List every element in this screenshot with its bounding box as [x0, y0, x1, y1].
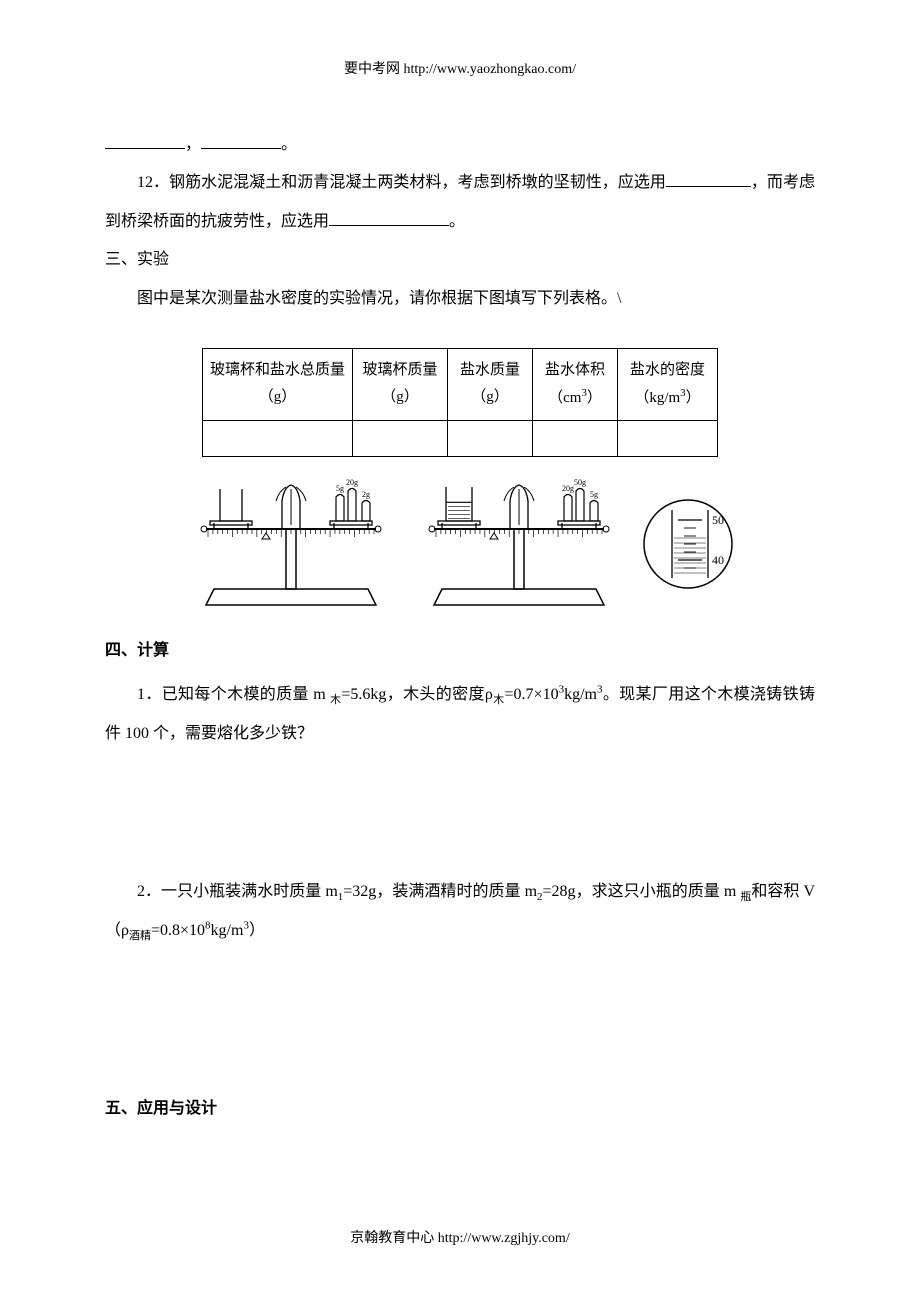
- table-data-cell: [533, 420, 618, 456]
- question-4-1: 1．已知每个木模的质量 m 木=5.6kg，木头的密度ρ木=0.7×103kg/…: [105, 676, 815, 753]
- table-header-cell: 盐水的密度（kg/m3）: [618, 348, 718, 420]
- section-3-body: 图中是某次测量盐水密度的实验情况，请你根据下图填写下列表格。\: [105, 280, 815, 318]
- svg-text:20g: 20g: [562, 484, 574, 493]
- table-data-cell: [448, 420, 533, 456]
- blank-field: [329, 208, 449, 226]
- table-header-cell: 玻璃杯和盐水总质量（g）: [203, 348, 353, 420]
- table-header-cell: 玻璃杯质量（g）: [353, 348, 448, 420]
- fill-blank-line: ，。: [105, 126, 815, 164]
- svg-text:40: 40: [712, 553, 724, 567]
- blank-field: [666, 169, 751, 187]
- svg-text:20g: 20g: [346, 478, 358, 487]
- balance-scale-right: 20g50g 5g: [414, 477, 624, 612]
- blank-field: [201, 131, 281, 149]
- svg-text:50: 50: [712, 513, 724, 527]
- svg-text:5g: 5g: [336, 484, 344, 493]
- svg-text:50g: 50g: [574, 478, 586, 487]
- svg-text:5g: 5g: [590, 490, 598, 499]
- table-data-row: [203, 420, 718, 456]
- table-data-cell: [618, 420, 718, 456]
- density-table: 玻璃杯和盐水总质量（g）玻璃杯质量（g）盐水质量（g）盐水体积（cm3）盐水的密…: [202, 348, 718, 457]
- table-header-cell: 盐水质量（g）: [448, 348, 533, 420]
- section-3-heading: 三、实验: [105, 241, 815, 279]
- blank-field: [105, 131, 185, 149]
- header-link: 要中考网 http://www.yaozhongkao.com/: [105, 58, 815, 78]
- section-5-heading: 五、应用与设计: [105, 1090, 815, 1128]
- question-12: 12．钢筋水泥混凝土和沥青混凝土两类材料，考虑到桥墩的坚韧性，应选用，而考虑到桥…: [105, 164, 815, 241]
- question-4-2: 2．一只小瓶装满水时质量 m1=32g，装满酒精时的质量 m2=28g，求这只小…: [105, 873, 815, 950]
- table-data-cell: [353, 420, 448, 456]
- table-header-cell: 盐水体积（cm3）: [533, 348, 618, 420]
- footer-link: 京翰教育中心 http://www.zgjhjy.com/: [0, 1227, 920, 1247]
- svg-text:2g: 2g: [362, 490, 370, 499]
- balance-scale-left: 5g20g 2g: [186, 477, 396, 612]
- table-header-row: 玻璃杯和盐水总质量（g）玻璃杯质量（g）盐水质量（g）盐水体积（cm3）盐水的密…: [203, 348, 718, 420]
- measuring-cylinder: 50 40: [642, 498, 734, 590]
- table-data-cell: [203, 420, 353, 456]
- figures-row: 5g20g2g 20g50g5g 5040: [105, 477, 815, 612]
- section-4-heading: 四、计算: [105, 632, 815, 670]
